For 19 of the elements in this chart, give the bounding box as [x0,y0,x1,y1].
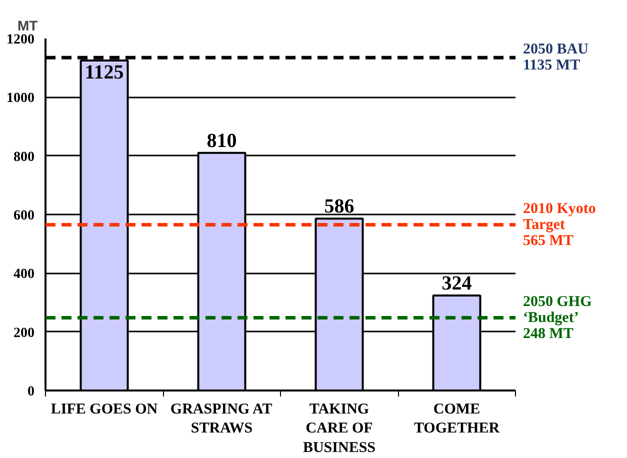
y-tick-label: 600 [14,208,34,224]
y-tick-label: 200 [14,326,34,341]
ref-line-label: 2010 Kyoto Target 565 MT [523,200,596,249]
x-tick-label: COME TOGETHER [414,402,500,437]
data-label: 324 [442,272,472,294]
ref-line-label: 2050 BAU 1135 MT [523,42,589,74]
data-label: 1125 [84,62,124,84]
y-axis-title: MT [18,18,38,34]
x-tick-label: LIFE GOES ON [50,402,158,418]
x-tick-label: TAKING CARE OF BUSINESS [302,402,376,456]
y-tick-label: 800 [14,150,34,165]
y-tick-label: 1000 [6,91,34,106]
data-label: 586 [324,196,354,218]
data-label: 810 [206,130,237,152]
ref-line-label: 2050 GHG ‘Budget’ 248 MT [523,294,592,342]
y-tick-label: 0 [28,384,34,400]
x-tick-label: GRASPING AT STRAWS [170,402,272,437]
y-tick-label: 1200 [6,32,34,48]
y-tick-label: 400 [14,267,34,282]
